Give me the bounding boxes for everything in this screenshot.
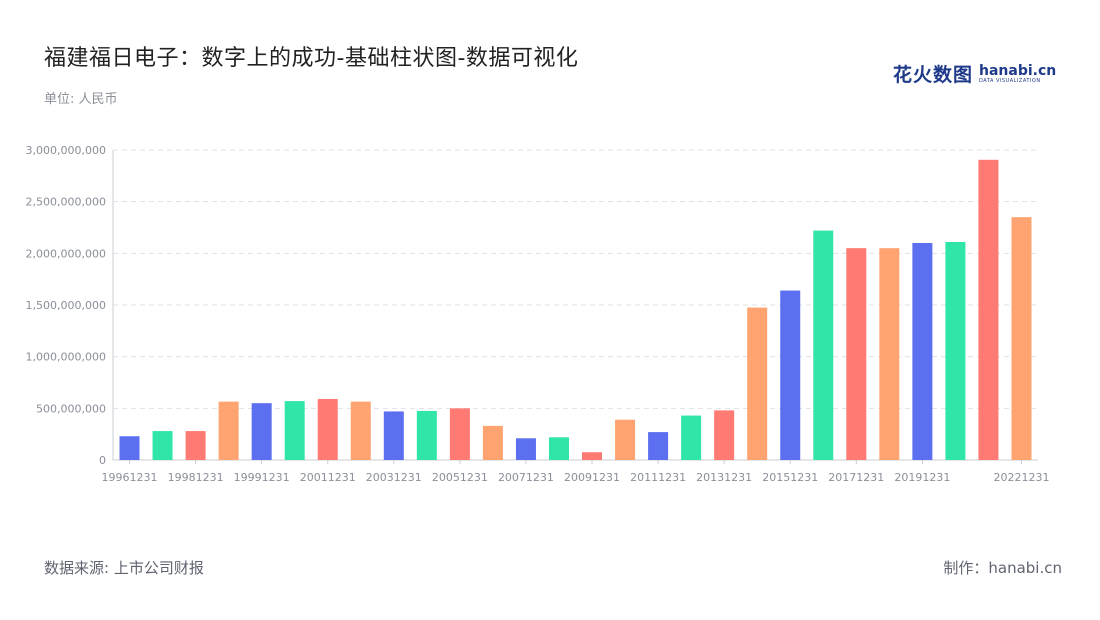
- bar: [350, 401, 371, 460]
- bar: [218, 401, 239, 460]
- bar: [152, 431, 173, 460]
- y-tick-label: 500,000,000: [36, 402, 106, 415]
- bar: [780, 290, 801, 460]
- x-tick-label: 20131231: [696, 471, 752, 484]
- y-tick-label: 3,000,000,000: [26, 144, 106, 157]
- unit-label: 单位: 人民币: [44, 92, 118, 107]
- bar: [515, 438, 536, 460]
- bar: [912, 243, 933, 460]
- bar: [1011, 217, 1032, 460]
- brand-logo: 花火数图 hanabi.cn DATA VISUALIZATION: [893, 60, 1056, 87]
- bar: [582, 452, 603, 460]
- x-tick-label: 20221231: [993, 471, 1049, 484]
- y-tick-label: 2,000,000,000: [26, 247, 106, 260]
- data-source: 数据来源: 上市公司财报: [44, 559, 204, 577]
- y-tick-label: 0: [99, 454, 106, 467]
- bar: [747, 307, 768, 460]
- x-tick-label: 20091231: [564, 471, 620, 484]
- maker-credit: 制作：hanabi.cn: [943, 559, 1062, 577]
- x-tick-label: 20071231: [498, 471, 554, 484]
- bar: [251, 403, 272, 460]
- logo-cn-text: 花火数图: [893, 64, 974, 86]
- bar: [284, 401, 305, 460]
- x-tick-label: 20171231: [828, 471, 884, 484]
- x-tick-label: 20191231: [894, 471, 950, 484]
- x-tick-label: 20111231: [630, 471, 686, 484]
- x-tick-label: 20011231: [300, 471, 356, 484]
- bar: [648, 432, 669, 460]
- bar: [945, 241, 966, 460]
- y-tick-label: 1,000,000,000: [26, 351, 106, 364]
- y-tick-label: 1,500,000,000: [26, 299, 106, 312]
- chart-title: 福建福日电子：数字上的成功-基础柱状图-数据可视化: [44, 46, 579, 71]
- bar: [548, 437, 569, 460]
- bar: [714, 410, 735, 460]
- x-tick-label: 20151231: [762, 471, 818, 484]
- bar: [449, 408, 470, 460]
- x-tick-label: 20051231: [432, 471, 488, 484]
- logo-en-text: hanabi.cn: [979, 62, 1057, 79]
- y-tick-label: 2,500,000,000: [26, 196, 106, 209]
- bar: [846, 248, 867, 460]
- bar: [119, 436, 140, 460]
- x-tick-label: 19991231: [234, 471, 290, 484]
- bar: [681, 415, 702, 460]
- logo-sub-text: DATA VISUALIZATION: [979, 77, 1041, 84]
- bar: [416, 410, 437, 460]
- bar: [879, 248, 900, 460]
- bar: [383, 411, 404, 460]
- bar: [615, 419, 636, 460]
- x-tick-label: 19981231: [168, 471, 224, 484]
- bar: [813, 230, 834, 460]
- x-tick-label: 20031231: [366, 471, 422, 484]
- bar: [317, 399, 338, 460]
- x-tick-label: 19961231: [102, 471, 158, 484]
- bar: [482, 425, 503, 460]
- bar: [185, 431, 206, 460]
- bar: [978, 159, 999, 461]
